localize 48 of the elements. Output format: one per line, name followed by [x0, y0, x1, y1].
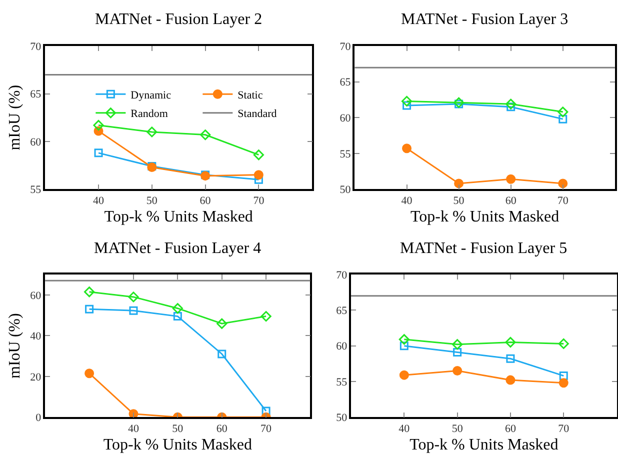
x-tick-label: 40 — [128, 423, 140, 436]
x-tick-label: 40 — [401, 195, 413, 208]
x-axis-title: Top-k % Units Masked — [410, 436, 558, 454]
y-tick-label: 0 — [36, 412, 42, 424]
x-tick-label: 70 — [557, 195, 569, 208]
y-tick-label: 65 — [340, 76, 352, 89]
y-tick-label: 60 — [30, 290, 42, 302]
chart-title: MATNet - Fusion Layer 2 — [95, 11, 262, 28]
chart-title: MATNet - Fusion Layer 3 — [401, 11, 568, 28]
y-tick-label: 60 — [30, 136, 42, 148]
x-tick-label: 60 — [504, 423, 516, 436]
y-tick-label: 40 — [30, 330, 42, 342]
x-tick-label: 40 — [398, 423, 410, 436]
x-tick-label: 50 — [172, 423, 184, 436]
y-tick-label: 60 — [336, 340, 348, 353]
x-axis-title: Top-k % Units Masked — [103, 436, 252, 454]
legend-label: Static — [238, 89, 263, 102]
y-tick-label: 70 — [340, 40, 352, 53]
y-tick-label: 70 — [30, 40, 42, 53]
x-axis-title: Top-k % Units Masked — [104, 208, 253, 226]
y-axis-title: mIoU (%) — [6, 313, 24, 378]
x-tick-label: 70 — [260, 423, 272, 436]
x-tick-label: 60 — [505, 195, 517, 208]
y-tick-label: 50 — [336, 412, 348, 424]
legend-label: Dynamic — [130, 89, 172, 102]
y-tick-label: 20 — [30, 371, 42, 384]
chart-title: MATNet - Fusion Layer 5 — [400, 240, 568, 257]
y-tick-label: 55 — [30, 184, 42, 196]
y-tick-label: 65 — [30, 88, 42, 101]
chart-title: MATNet - Fusion Layer 4 — [94, 240, 262, 257]
x-tick-label: 60 — [216, 423, 228, 436]
x-tick-label: 50 — [452, 423, 464, 436]
y-axis-title: mIoU (%) — [6, 84, 24, 150]
x-axis-title: Top-k % Units Masked — [410, 208, 560, 226]
x-tick-label: 50 — [453, 195, 465, 208]
y-tick-label: 70 — [336, 269, 348, 282]
y-tick-label: 65 — [336, 305, 348, 318]
x-tick-label: 60 — [200, 195, 212, 208]
x-tick-label: 70 — [253, 195, 265, 208]
y-tick-label: 50 — [340, 184, 352, 196]
x-tick-label: 70 — [558, 423, 570, 436]
x-tick-label: 40 — [93, 195, 105, 208]
legend-label: Standard — [238, 108, 278, 120]
legend-label: Random — [130, 108, 168, 120]
x-tick-label: 50 — [146, 195, 158, 208]
y-tick-label: 55 — [340, 148, 352, 160]
y-tick-label: 60 — [340, 112, 352, 124]
y-tick-label: 55 — [336, 376, 348, 388]
